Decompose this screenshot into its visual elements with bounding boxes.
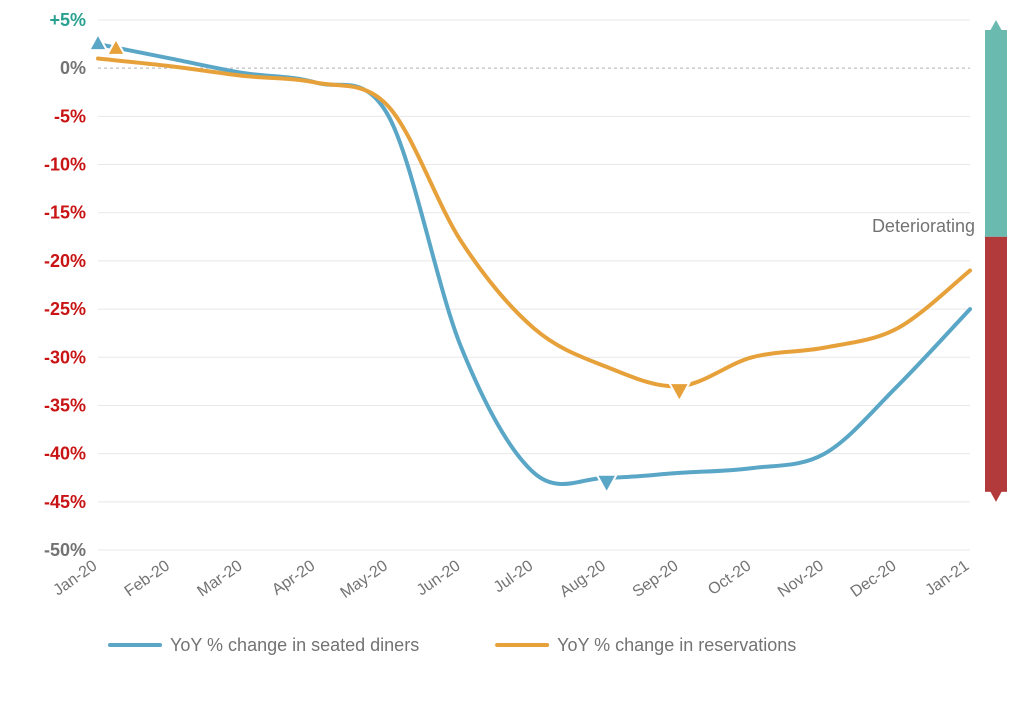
y-tick-label: -50%	[44, 540, 86, 560]
direction-bar-deteriorating	[985, 237, 1007, 492]
y-tick-label: -25%	[44, 299, 86, 319]
y-tick-label: -40%	[44, 444, 86, 464]
legend-label: YoY % change in reservations	[557, 635, 796, 655]
legend-label: YoY % change in seated diners	[170, 635, 419, 655]
y-tick-label: -10%	[44, 155, 86, 175]
y-tick-label: -20%	[44, 251, 86, 271]
y-tick-label: +5%	[49, 10, 86, 30]
y-tick-label: -5%	[54, 106, 86, 126]
y-tick-label: -35%	[44, 395, 86, 415]
y-tick-label: -15%	[44, 203, 86, 223]
y-tick-label: 0%	[60, 58, 86, 78]
direction-label: Deteriorating	[872, 216, 975, 236]
y-tick-label: -45%	[44, 492, 86, 512]
trend-chart: +5% 0% -5% -10% -15% -20% -25% -30% -35% -40% -45%…	[0, 0, 1024, 728]
direction-bar-improving	[985, 30, 1007, 237]
y-tick-label: -30%	[44, 347, 86, 367]
